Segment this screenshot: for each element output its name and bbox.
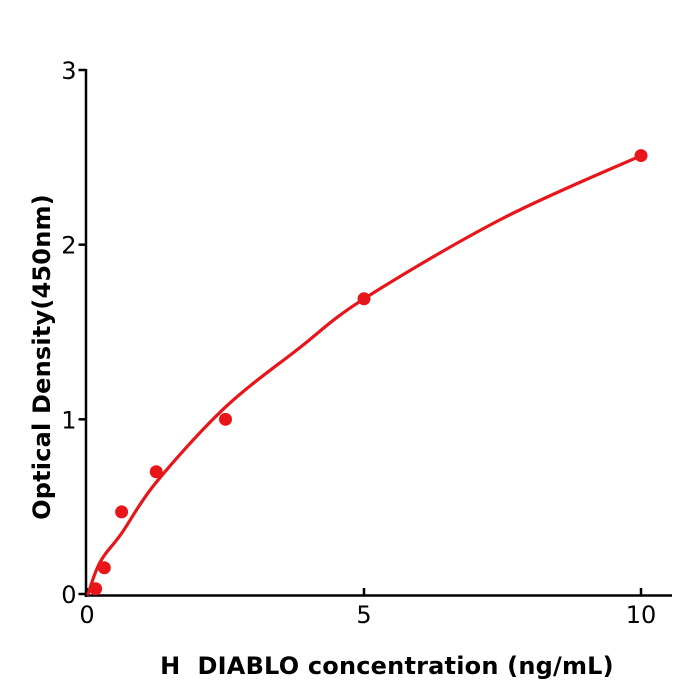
y-tick-label: 1 xyxy=(61,406,76,434)
y-axis-title: Optical Density(450nm) xyxy=(28,194,56,520)
y-tick-label: 2 xyxy=(61,232,76,260)
y-tick-label: 0 xyxy=(61,581,76,609)
x-tick-label: 10 xyxy=(626,601,657,629)
data-point xyxy=(89,582,103,596)
fit-curve-line xyxy=(86,154,643,596)
data-point xyxy=(115,505,129,519)
x-axis-title: H DIABLO concentration (ng/mL) xyxy=(160,652,614,680)
data-point xyxy=(97,561,111,575)
x-tick-label: 5 xyxy=(356,601,371,629)
data-point xyxy=(149,465,163,479)
y-tick-label: 3 xyxy=(61,57,76,85)
data-point xyxy=(357,292,371,306)
x-tick-label: 0 xyxy=(79,601,94,629)
data-point xyxy=(219,412,232,426)
data-point xyxy=(634,149,648,163)
